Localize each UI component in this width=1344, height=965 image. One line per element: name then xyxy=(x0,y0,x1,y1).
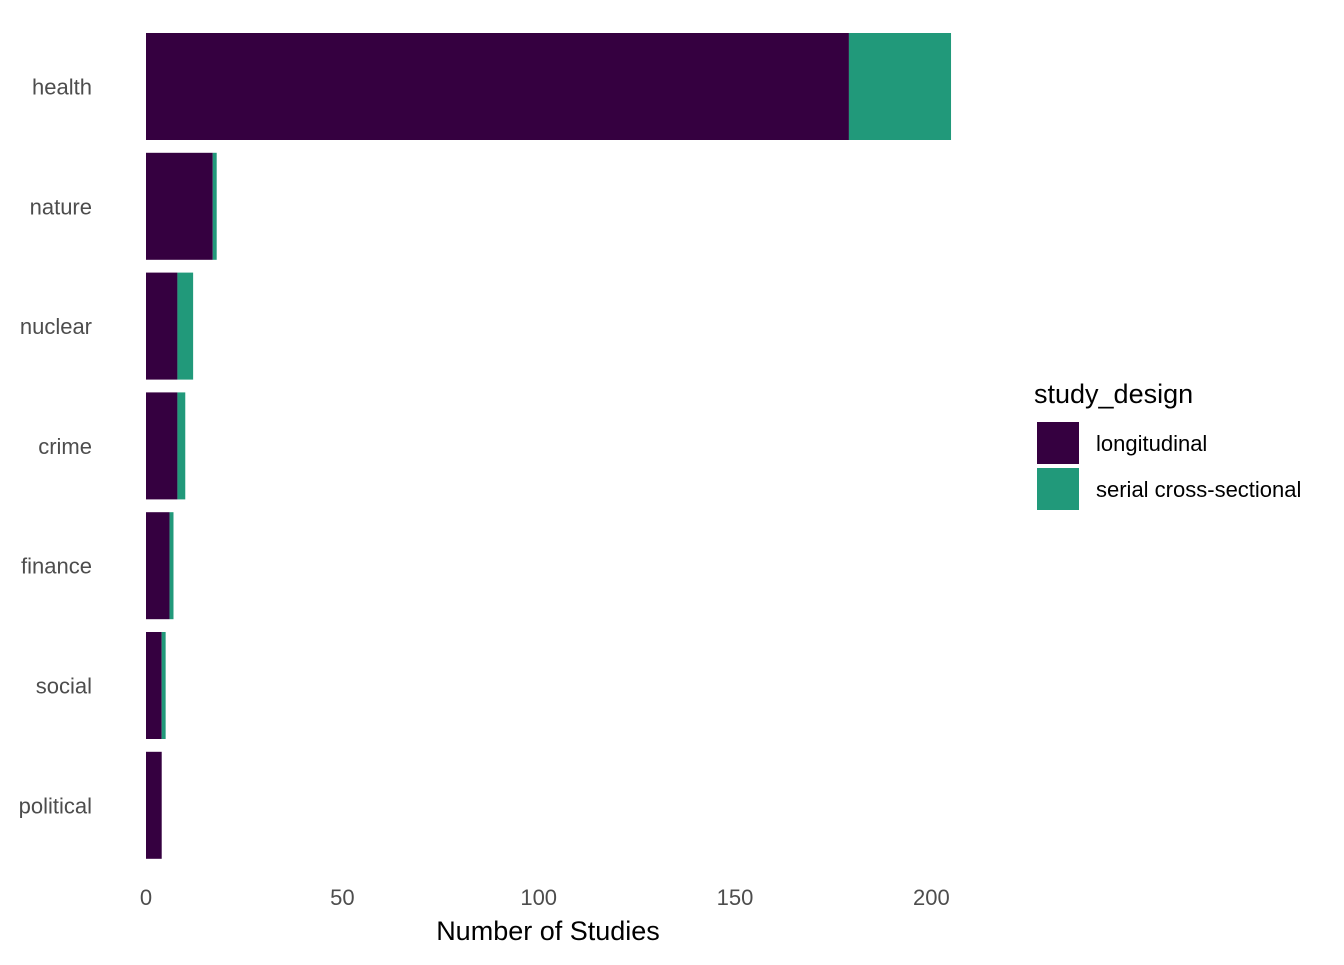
bar-finance-longitudinal xyxy=(146,512,170,620)
legend: study_design longitudinal serial cross-se… xyxy=(1034,379,1301,510)
x-axis-title: Number of Studies xyxy=(436,916,660,946)
x-tick-label-200: 200 xyxy=(913,885,950,910)
category-label-nature: nature xyxy=(30,194,92,219)
legend-title: study_design xyxy=(1034,379,1193,409)
bars-layer xyxy=(146,33,952,859)
bar-crime-serial-cross-sectional xyxy=(177,392,186,500)
legend-swatch-longitudinal xyxy=(1037,422,1079,464)
category-label-social: social xyxy=(36,674,92,699)
legend-swatch-serial-cross-sectional xyxy=(1037,468,1079,510)
bar-political-longitudinal xyxy=(146,751,162,859)
category-labels: health nature nuclear crime finance social pol… xyxy=(19,75,92,819)
legend-label-serial-cross-sectional: serial cross-sectional xyxy=(1096,477,1301,502)
legend-items: longitudinal serial cross-sectional xyxy=(1037,422,1301,510)
x-tick-label-100: 100 xyxy=(520,885,557,910)
bar-social-longitudinal xyxy=(146,632,162,739)
legend-label-longitudinal: longitudinal xyxy=(1096,431,1207,456)
category-label-finance: finance xyxy=(21,554,92,579)
bar-nuclear-serial-cross-sectional xyxy=(177,272,194,380)
x-axis-ticks: 0 50 100 150 200 xyxy=(140,885,950,910)
bar-finance-serial-cross-sectional xyxy=(169,512,174,620)
category-label-nuclear: nuclear xyxy=(20,314,92,339)
bar-nature-longitudinal xyxy=(146,152,213,260)
category-label-health: health xyxy=(32,75,92,100)
bar-health-longitudinal xyxy=(146,33,849,140)
category-label-crime: crime xyxy=(38,434,92,459)
bar-nuclear-longitudinal xyxy=(146,272,178,380)
bar-social-serial-cross-sectional xyxy=(161,632,166,739)
category-label-political: political xyxy=(19,793,92,818)
x-tick-label-150: 150 xyxy=(717,885,754,910)
bar-crime-longitudinal xyxy=(146,392,178,500)
x-tick-label-50: 50 xyxy=(330,885,354,910)
bar-health-serial-cross-sectional xyxy=(848,33,952,140)
bar-nature-serial-cross-sectional xyxy=(212,152,217,260)
x-tick-label-0: 0 xyxy=(140,885,152,910)
